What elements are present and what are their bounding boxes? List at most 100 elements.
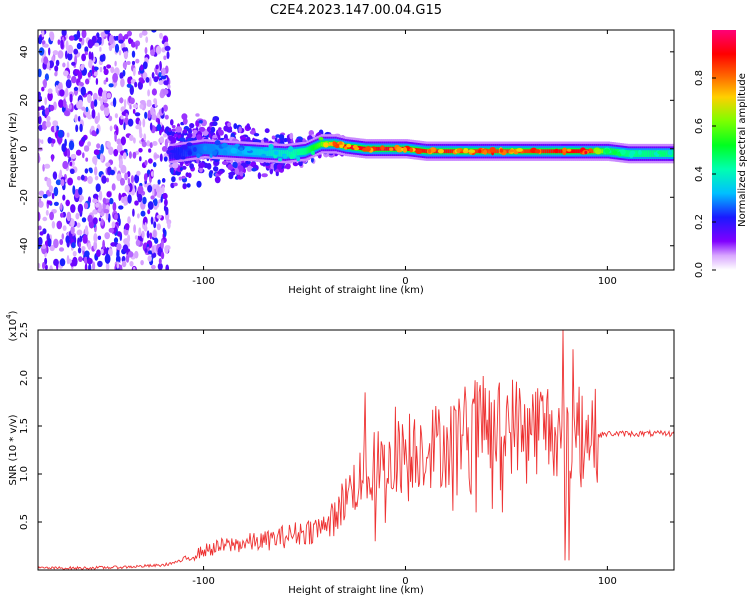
- heatmap-cell: [87, 257, 93, 265]
- heatmap-cell: [87, 39, 94, 49]
- heatmap-cell: [108, 146, 114, 155]
- heatmap-cell: [146, 140, 151, 147]
- heatmap-cell: [53, 238, 59, 249]
- heatmap-cell: [95, 183, 101, 192]
- ridge-peak: [186, 142, 193, 147]
- ridge-peak: [237, 151, 243, 157]
- colorbar-gradient: [712, 30, 736, 270]
- heatmap-cell: [162, 133, 168, 138]
- heatmap-cell: [51, 138, 56, 144]
- ridge-peak: [169, 149, 177, 153]
- heatmap-cell: [73, 86, 79, 91]
- ridge-band: [421, 148, 425, 153]
- heatmap-cell: [171, 162, 179, 169]
- heatmap-cell: [59, 239, 64, 245]
- heatmap-cell: [65, 40, 69, 51]
- ridge-peak: [310, 150, 315, 156]
- heatmap-cell: [135, 239, 141, 247]
- ridge-band: [237, 148, 241, 153]
- heatmap-cell: [142, 196, 147, 205]
- ridge-band: [647, 151, 651, 156]
- heatmap-cell: [218, 129, 224, 136]
- heatmap-cell: [151, 72, 155, 79]
- heatmap-cell: [81, 246, 86, 251]
- heatmap-cell: [196, 180, 202, 188]
- heatmap-cell: [100, 218, 104, 226]
- x-tick-label: 100: [598, 576, 617, 587]
- heatmap-cell: [161, 185, 165, 194]
- heatmap-cell: [150, 171, 154, 177]
- heatmap-cell: [278, 134, 285, 140]
- ridge-peak: [261, 153, 266, 158]
- ridge-band: [268, 150, 271, 155]
- ridge-peak: [196, 153, 201, 159]
- heatmap-cell: [103, 68, 109, 76]
- ridge-band: [573, 149, 576, 154]
- ridge-band: [651, 151, 655, 156]
- heatmap-cell: [173, 133, 178, 138]
- ridge-peak: [409, 147, 414, 153]
- ridge-peak: [667, 150, 673, 156]
- heatmap-cell: [214, 176, 221, 184]
- heatmap-cell: [212, 116, 220, 122]
- heatmap-cell: [38, 106, 42, 111]
- heatmap-cell: [44, 257, 48, 265]
- heatmap-cell: [212, 134, 218, 139]
- heatmap-cell: [123, 34, 129, 40]
- heatmap-cell: [127, 76, 132, 85]
- heatmap-cell: [120, 178, 125, 186]
- heatmap-cell: [77, 176, 81, 181]
- heatmap-cell: [145, 36, 149, 43]
- heatmap-cell: [159, 153, 163, 162]
- heatmap-cell: [87, 71, 92, 78]
- heatmap-cell: [121, 47, 128, 52]
- heatmap-cell: [150, 195, 155, 200]
- ridge-peak: [629, 150, 636, 155]
- heatmap-cell: [45, 209, 49, 216]
- heatmap-cell: [239, 171, 244, 177]
- heatmap-cell: [228, 172, 235, 176]
- ridge-band: [288, 151, 291, 156]
- heatmap-cell: [190, 132, 196, 139]
- heatmap-cell: [78, 85, 81, 92]
- heatmap-cell: [49, 31, 55, 42]
- heatmap-cell: [94, 166, 98, 176]
- heatmap-cell: [162, 88, 169, 95]
- ridge-band: [528, 149, 532, 154]
- ridge-band: [219, 147, 223, 152]
- ridge-band: [207, 147, 211, 151]
- heatmap-cell: [103, 209, 110, 214]
- heatmap-cell: [158, 80, 164, 86]
- heatmap-cell: [100, 143, 104, 154]
- snr-axes: -100 0 100 0.5 1.0 1.5 2.0 2.5: [19, 322, 674, 587]
- y-tick-label: 2.0: [19, 370, 30, 386]
- heatmap-cell: [123, 49, 129, 60]
- heatmap-cell: [80, 86, 87, 96]
- heatmap-cell: [227, 164, 234, 170]
- ridge-band: [575, 149, 578, 154]
- heatmap-cell: [93, 149, 100, 156]
- spectrogram-heatmap: [38, 30, 674, 270]
- heatmap-cell: [195, 113, 200, 117]
- heatmap-cell: [105, 162, 111, 168]
- heatmap-cell: [62, 194, 66, 201]
- ridge-band: [445, 149, 449, 154]
- heatmap-cell: [127, 216, 131, 224]
- heatmap-cell: [261, 173, 268, 178]
- heatmap-cell: [157, 179, 161, 185]
- heatmap-cell: [128, 134, 134, 141]
- heatmap-cell: [192, 129, 198, 134]
- ridge-band: [524, 149, 528, 154]
- heatmap-cell: [167, 84, 171, 90]
- heatmap-cell: [84, 225, 89, 236]
- ridge-band: [496, 149, 499, 154]
- heatmap-cell: [151, 264, 156, 270]
- ridge-band: [447, 149, 451, 154]
- heatmap-cell: [251, 167, 257, 172]
- heatmap-cell: [155, 45, 162, 55]
- heatmap-cell: [114, 113, 118, 119]
- heatmap-cell: [69, 93, 73, 103]
- colorbar-tick-label: 0.4: [694, 166, 705, 182]
- ridge-peak: [332, 141, 336, 146]
- colorbar-axis: 0.0 0.2 0.4 0.6 0.8: [694, 70, 716, 278]
